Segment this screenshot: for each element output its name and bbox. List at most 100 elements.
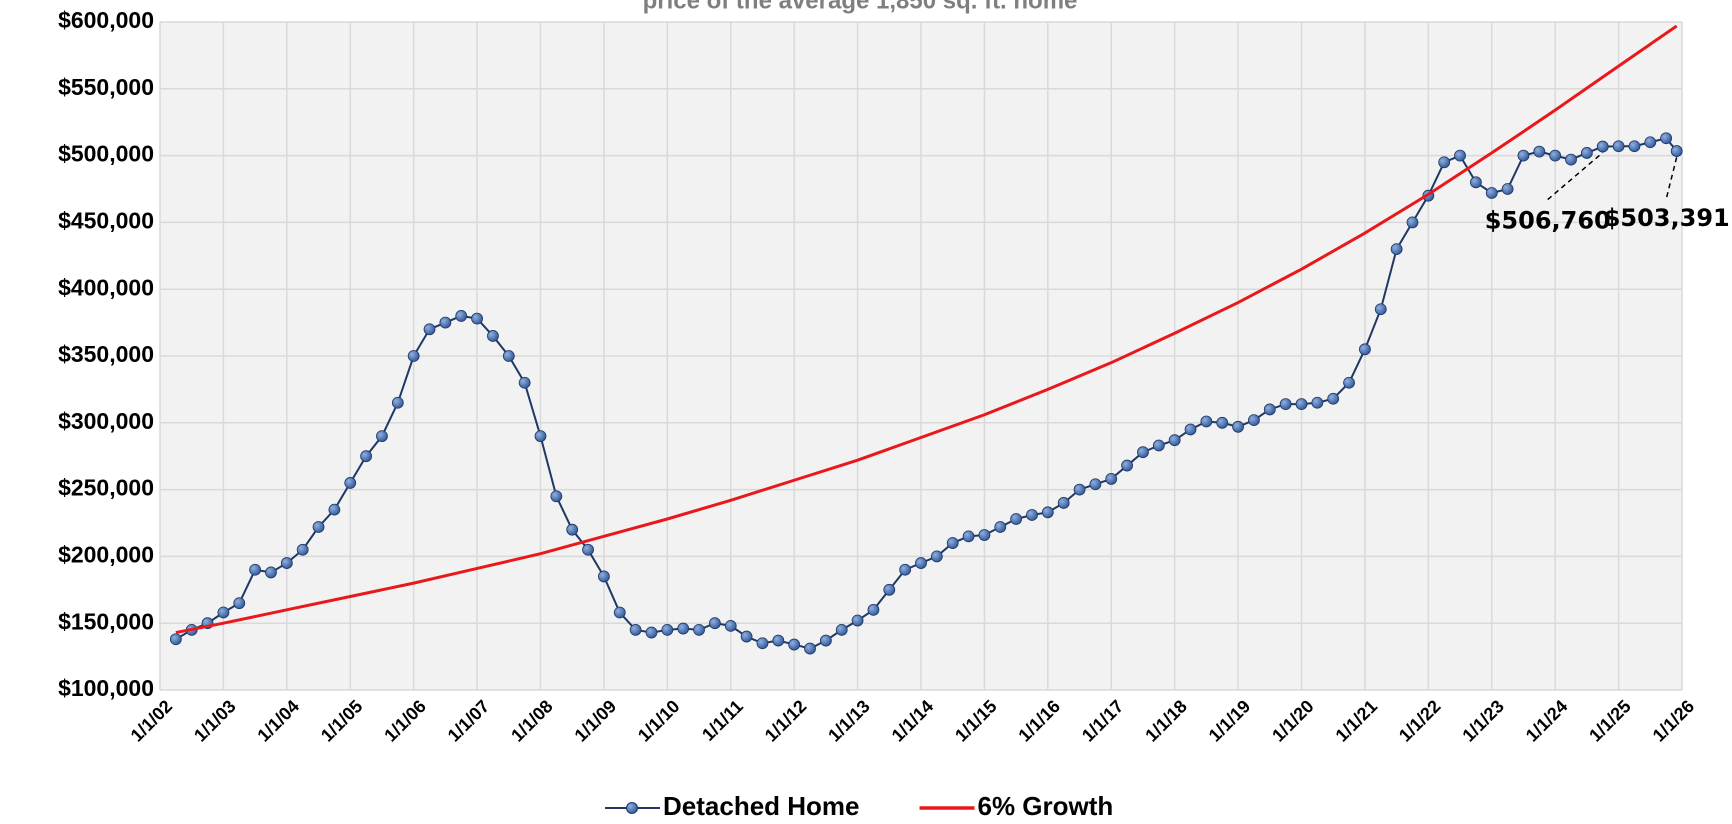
data-point (265, 566, 277, 579)
x-tick-label: 1/1/08 (507, 696, 557, 746)
data-point (534, 430, 547, 443)
y-tick-label: $350,000 (58, 341, 154, 367)
data-point (1612, 140, 1625, 153)
x-tick-label: 1/1/25 (1585, 696, 1635, 746)
data-point (1469, 176, 1482, 189)
annotation-leader (1665, 156, 1678, 198)
x-tick-label: 1/1/23 (1458, 696, 1508, 746)
x-tick-label: 1/1/15 (951, 696, 1001, 746)
data-point (1137, 446, 1149, 459)
data-point (280, 557, 293, 569)
x-tick-label: 1/1/04 (253, 696, 303, 746)
data-point (1105, 473, 1118, 485)
x-tick-label: 1/1/09 (571, 696, 621, 746)
y-tick-label: $400,000 (58, 274, 154, 300)
x-tick-label: 1/1/14 (888, 696, 938, 746)
data-point (487, 330, 499, 342)
y-tick-label: $550,000 (58, 74, 154, 100)
x-tick-label: 1/1/10 (634, 696, 684, 746)
data-point (772, 634, 785, 647)
x-tick-label: 1/1/03 (190, 696, 240, 746)
x-tick-label: 1/1/17 (1078, 696, 1128, 746)
data-point (471, 312, 483, 325)
data-point (1454, 149, 1466, 162)
annotation-label: $506,760 (1485, 207, 1611, 235)
data-point (1026, 509, 1038, 521)
x-tick-label: 1/1/13 (824, 696, 874, 746)
series-line (175, 24, 1678, 635)
data-point (915, 557, 927, 569)
y-tick-label: $150,000 (58, 608, 154, 634)
data-point (899, 563, 912, 576)
data-point (677, 622, 690, 635)
x-tick-label: 1/1/18 (1141, 696, 1191, 746)
x-tick-label: 1/1/21 (1332, 696, 1382, 746)
data-point (1644, 136, 1657, 149)
data-point (788, 638, 801, 651)
chart-title: price of the average 1,850 sq. ft. home (643, 0, 1078, 14)
data-point (740, 630, 753, 643)
data-point (1263, 403, 1276, 416)
data-point (1010, 513, 1023, 525)
data-point (1517, 149, 1530, 162)
data-point (1041, 506, 1054, 519)
data-point (1596, 140, 1609, 153)
data-point (328, 503, 341, 516)
data-point (835, 623, 848, 636)
data-point (1660, 132, 1673, 145)
x-tick-label: 1/1/05 (317, 696, 367, 746)
data-point (1343, 376, 1355, 389)
data-point (550, 490, 563, 503)
data-point (1232, 420, 1244, 433)
data-point (518, 376, 531, 389)
data-point (708, 617, 721, 630)
data-point (1438, 156, 1451, 169)
data-point (455, 310, 468, 322)
y-tick-label: $300,000 (58, 408, 154, 434)
x-tick-label: 1/1/11 (698, 696, 747, 745)
y-tick-label: $500,000 (58, 141, 154, 167)
data-point (566, 523, 579, 536)
x-tick-label: 1/1/16 (1014, 696, 1064, 746)
data-point (1565, 153, 1577, 166)
data-point (978, 529, 991, 541)
y-tick-label: $450,000 (58, 207, 154, 233)
data-point (724, 619, 737, 632)
data-point (233, 597, 246, 610)
data-point (1216, 416, 1229, 429)
annotation-label: $503,391 (1604, 204, 1730, 232)
data-point (249, 563, 262, 576)
data-point (1168, 434, 1181, 447)
x-tick-label: 1/1/02 (127, 696, 177, 746)
legend-label: Detached Home (663, 791, 860, 821)
data-point (629, 623, 642, 636)
data-point (169, 633, 182, 646)
data-point (439, 316, 452, 329)
data-point (407, 350, 420, 362)
data-point (344, 477, 357, 489)
data-point (946, 537, 959, 549)
data-point (756, 637, 769, 650)
data-point (1501, 183, 1514, 195)
data-point (1533, 145, 1546, 158)
data-point (1628, 140, 1641, 153)
data-point (994, 521, 1007, 533)
legend-marker (626, 802, 638, 814)
x-tick-label: 1/1/19 (1205, 696, 1255, 746)
y-tick-label: $100,000 (58, 675, 154, 701)
data-point (312, 521, 325, 533)
data-point (1374, 303, 1387, 316)
data-point (502, 350, 515, 362)
data-point (1670, 145, 1683, 157)
y-tick-label: $200,000 (58, 541, 154, 567)
data-point (1327, 392, 1340, 405)
x-tick-label: 1/1/22 (1395, 696, 1445, 746)
data-point (1184, 423, 1197, 436)
data-point (867, 603, 880, 616)
data-point (1390, 243, 1403, 256)
data-point (1580, 147, 1593, 159)
data-point (1200, 415, 1213, 428)
data-point (1311, 396, 1324, 409)
y-tick-label: $600,000 (58, 7, 154, 33)
